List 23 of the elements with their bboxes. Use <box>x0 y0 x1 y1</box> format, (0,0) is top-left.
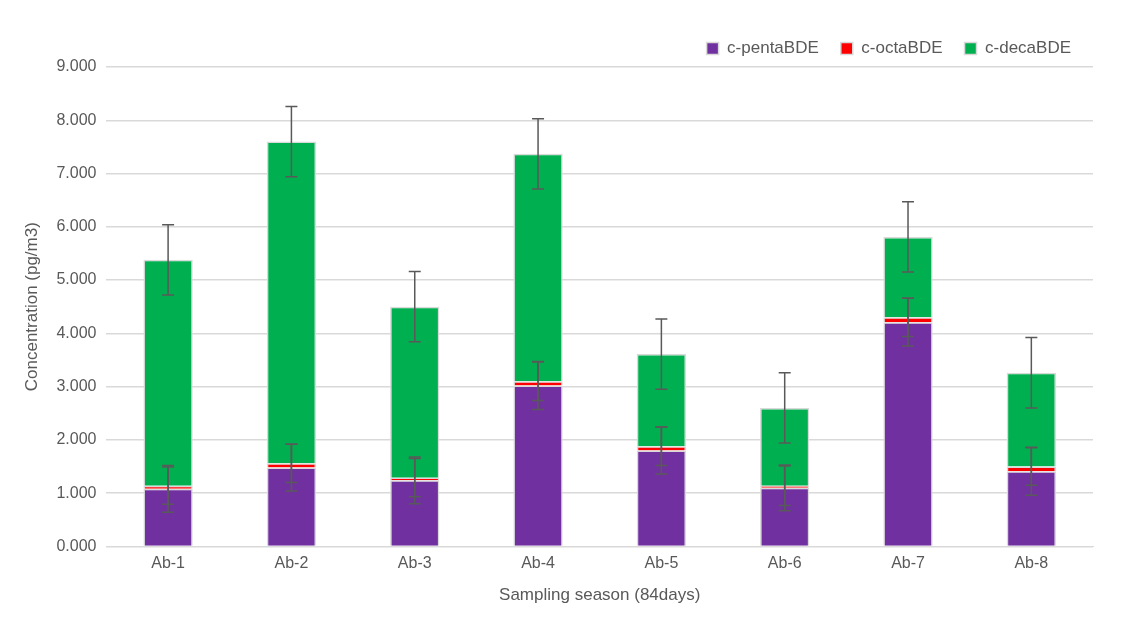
x-tick-label: Ab-4 <box>521 554 556 572</box>
y-tick-label: 2.000 <box>56 430 97 448</box>
y-tick-label: 8.000 <box>56 110 97 128</box>
legend-label: c-pentaBDE <box>727 38 819 58</box>
y-tick-label: 4.000 <box>56 323 97 341</box>
y-tick-label: 7.000 <box>56 163 97 181</box>
y-tick-label: 5.000 <box>56 270 97 288</box>
y-tick-label: 1.000 <box>56 483 97 501</box>
x-axis-title: Sampling season (84days) <box>499 585 701 605</box>
y-axis-title: Concentration (pg/m3) <box>21 222 41 392</box>
y-tick-label: 6.000 <box>56 217 97 235</box>
x-tick-label: Ab-6 <box>767 554 802 572</box>
y-tick-label: 3.000 <box>56 377 97 395</box>
legend-label: c-octaBDE <box>861 38 943 58</box>
y-tick-label: 0.000 <box>56 536 97 554</box>
legend-label: c-decaBDE <box>985 38 1071 58</box>
x-tick-label: Ab-3 <box>397 554 432 572</box>
x-tick-label: Ab-8 <box>1014 554 1049 572</box>
y-tick-label: 9.000 <box>56 57 97 75</box>
x-tick-label: Ab-2 <box>274 554 309 572</box>
x-tick-label: Ab-7 <box>891 554 926 572</box>
x-tick-label: Ab-1 <box>151 554 186 572</box>
x-tick-label: Ab-5 <box>644 554 679 572</box>
